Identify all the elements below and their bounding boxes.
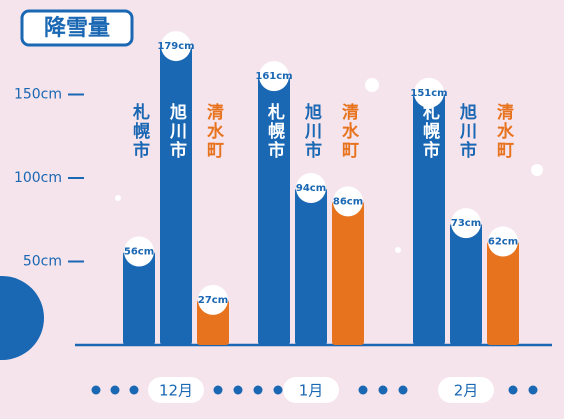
series-label: 札幌市 bbox=[129, 102, 151, 160]
bar bbox=[332, 201, 364, 345]
bar bbox=[450, 223, 482, 345]
series-label: 旭川市 bbox=[166, 102, 188, 160]
x-tick-label: 12月 bbox=[159, 382, 193, 400]
value-label: 56cm bbox=[124, 246, 154, 257]
series-label: 清水町 bbox=[338, 102, 359, 160]
series-label: 札幌市 bbox=[264, 102, 286, 160]
dot bbox=[214, 386, 223, 395]
dot bbox=[234, 386, 243, 395]
value-label: 62cm bbox=[488, 236, 518, 247]
series-label: 旭川市 bbox=[301, 102, 323, 160]
dot bbox=[130, 386, 139, 395]
value-label: 179cm bbox=[157, 41, 194, 52]
dot bbox=[529, 386, 538, 395]
bar bbox=[160, 46, 192, 345]
bar bbox=[487, 241, 519, 345]
dot bbox=[379, 386, 388, 395]
dot bbox=[399, 386, 408, 395]
dot bbox=[509, 386, 518, 395]
series-label: 清水町 bbox=[493, 102, 514, 160]
x-tick-label: 2月 bbox=[454, 382, 479, 400]
snow bbox=[365, 78, 379, 92]
snow bbox=[395, 247, 401, 253]
dot bbox=[359, 386, 368, 395]
chart-title: 降雪量 bbox=[44, 16, 110, 41]
dot bbox=[111, 386, 120, 395]
bar bbox=[295, 188, 327, 345]
value-label: 73cm bbox=[451, 218, 481, 229]
y-tick-label: 100cm bbox=[14, 170, 62, 186]
series-label: 清水町 bbox=[203, 102, 224, 160]
snow bbox=[531, 164, 543, 176]
chart: 降雪量 50cm 100cm 150cm 12月 札幌市 56cm 旭川市 179cm 清水町 2… bbox=[0, 0, 564, 419]
snow bbox=[115, 195, 121, 201]
value-label: 86cm bbox=[333, 196, 363, 207]
value-label: 161cm bbox=[255, 71, 292, 82]
x-tick-label: 1月 bbox=[299, 382, 324, 400]
series-label: 旭川市 bbox=[456, 102, 478, 160]
series-label: 札幌市 bbox=[419, 102, 441, 160]
y-tick-label: 50cm bbox=[23, 254, 62, 270]
value-label: 27cm bbox=[198, 295, 228, 306]
y-tick-label: 150cm bbox=[14, 87, 62, 103]
dot bbox=[92, 386, 101, 395]
value-label: 151cm bbox=[410, 88, 447, 99]
dot bbox=[254, 386, 263, 395]
value-label: 94cm bbox=[296, 183, 326, 194]
dot bbox=[274, 386, 283, 395]
